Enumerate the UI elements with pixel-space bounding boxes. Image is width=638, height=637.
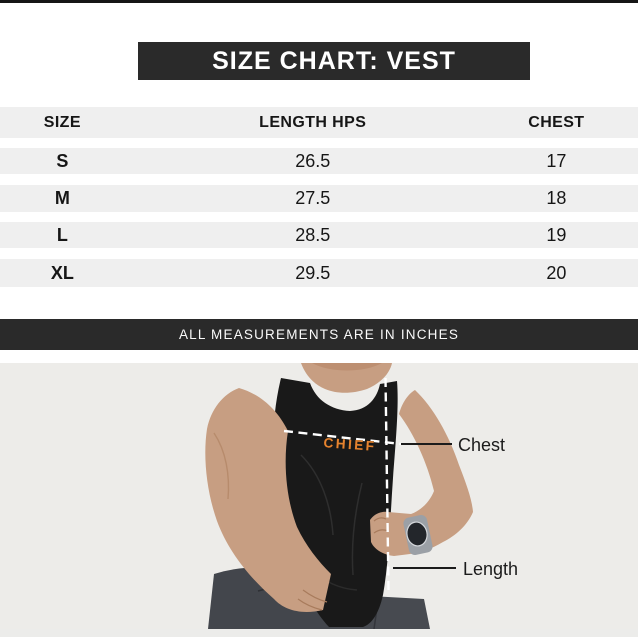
chest-label: Chest	[458, 435, 505, 455]
length-hps-value: 27.5	[295, 188, 331, 208]
bottom-border-strip	[0, 629, 638, 637]
length-hps-value: 28.5	[295, 224, 331, 245]
model-left-arm	[205, 388, 331, 612]
length-hps-value: 29.5	[295, 262, 331, 283]
col-header-size: SIZE	[43, 113, 81, 131]
watch-face	[406, 522, 428, 546]
top-border-strip	[0, 0, 638, 3]
chest-value: 20	[546, 262, 567, 283]
chest-value: 17	[546, 150, 567, 171]
col-header-chest: CHEST	[528, 113, 585, 131]
page-title: SIZE CHART: VEST	[212, 46, 456, 75]
col-header-length-hps: LENGTH HPS	[259, 113, 367, 131]
size-value: M	[54, 188, 70, 208]
brand-logo-text: CHIEF	[323, 435, 377, 454]
length-dashed-line	[384, 377, 390, 591]
length-hps-value: 26.5	[295, 150, 331, 171]
chest-value: 19	[546, 224, 567, 245]
size-value: S	[56, 150, 69, 171]
title-banner: SIZE CHART: VEST	[138, 42, 530, 80]
chest-dashed-line	[283, 429, 402, 446]
product-photo: CHIEF Chest Length	[0, 363, 638, 629]
left-arm-muscle-line	[213, 432, 230, 500]
watch-bezel	[406, 521, 428, 547]
model-chin-shadow	[312, 363, 382, 371]
vest-fold-2	[351, 482, 363, 576]
table-row-xl: XL 29.5 20	[0, 259, 638, 287]
model-right-arm	[370, 390, 473, 556]
chest-value: 18	[546, 188, 567, 208]
model-neck	[301, 363, 392, 393]
vest-fold-1	[300, 454, 334, 536]
size-value: L	[56, 224, 68, 245]
table-row-m: M 27.5 18	[0, 185, 638, 212]
table-row-l: L 28.5 19	[0, 222, 638, 248]
units-note-text: ALL MEASUREMENTS ARE IN INCHES	[178, 327, 460, 342]
table-header-row: SIZE LENGTH HPS CHEST	[0, 107, 638, 138]
units-note-bar: ALL MEASUREMENTS ARE IN INCHES	[0, 319, 638, 350]
left-hand-fingers	[297, 589, 328, 611]
table-row-s: S 26.5 17	[0, 148, 638, 174]
size-value: XL	[50, 262, 74, 283]
length-label: Length	[463, 559, 518, 579]
